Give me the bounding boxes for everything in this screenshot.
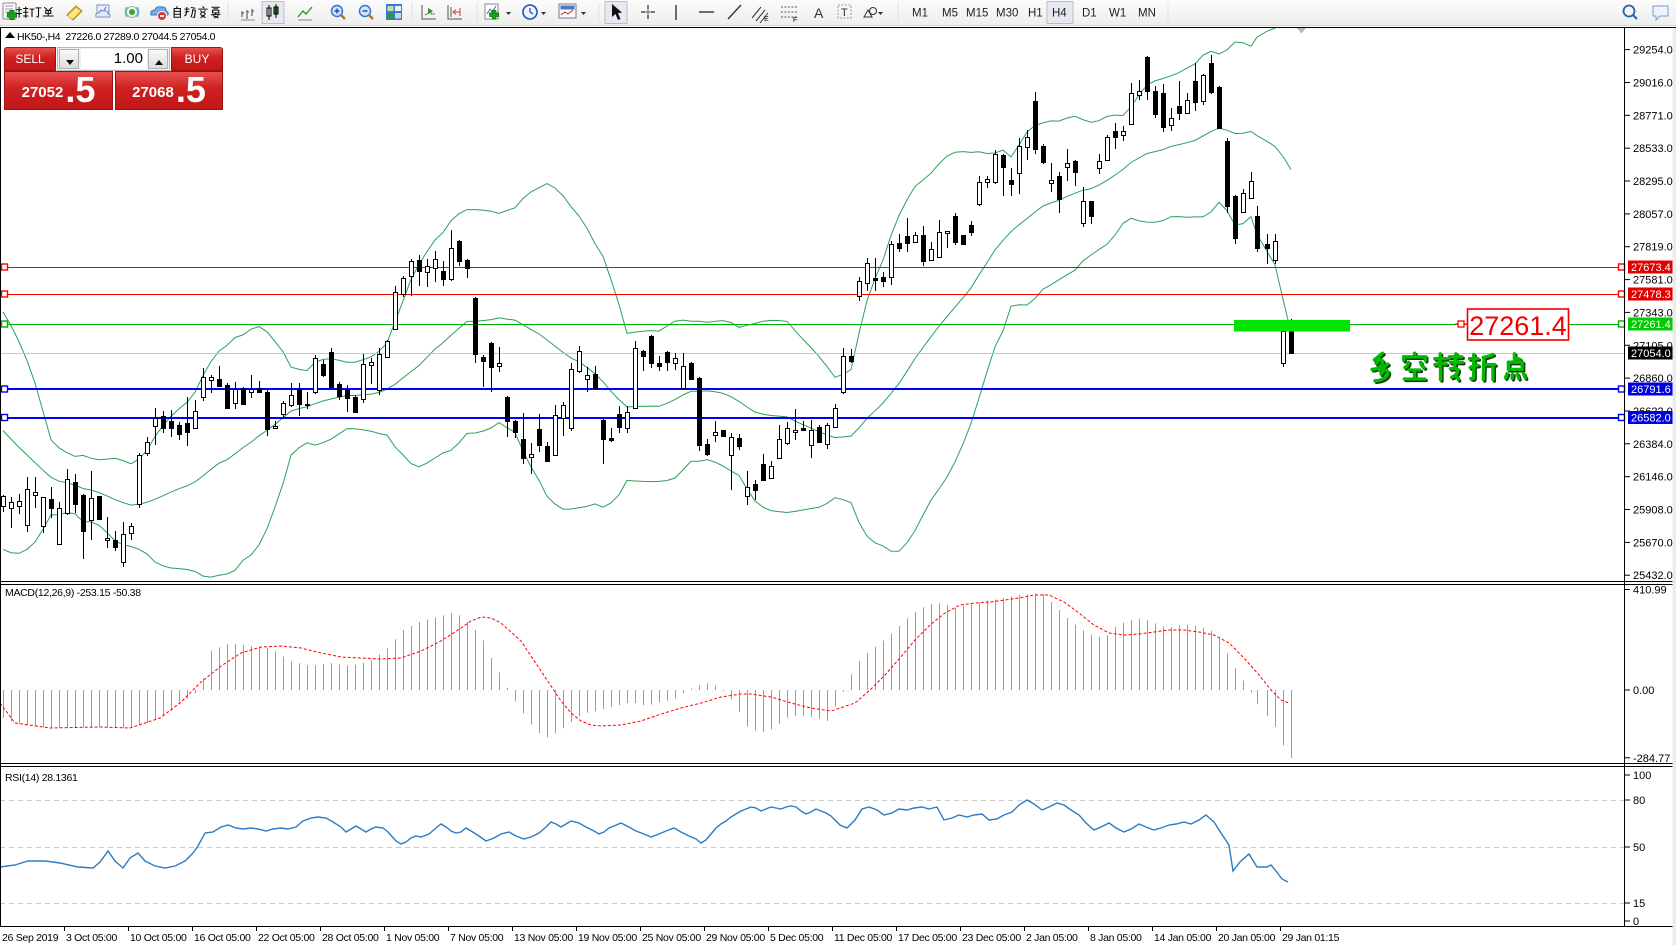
- svg-text:F: F: [793, 17, 797, 24]
- svg-text:28533.0: 28533.0: [1633, 143, 1673, 155]
- svg-text:28295.0: 28295.0: [1633, 176, 1673, 188]
- svg-text:E: E: [764, 16, 769, 23]
- svg-text:HK50-,H4 27226.0 27289.0 2704: HK50-,H4 27226.0 27289.0 27044.5 27054.0: [17, 31, 216, 43]
- svg-text:8 Jan 05:00: 8 Jan 05:00: [1090, 932, 1142, 944]
- svg-text:26582.0: 26582.0: [1631, 413, 1671, 425]
- svg-text:25670.0: 25670.0: [1633, 537, 1673, 549]
- svg-text:29254.0: 29254.0: [1633, 45, 1673, 57]
- svg-text:H1: H1: [1028, 8, 1043, 20]
- svg-text:29 Jan 01:15: 29 Jan 01:15: [1282, 932, 1340, 944]
- svg-text:80: 80: [1633, 795, 1645, 807]
- svg-text:26384.0: 26384.0: [1633, 439, 1673, 451]
- svg-text:27478.3: 27478.3: [1631, 289, 1671, 301]
- svg-text:7 Nov 05:00: 7 Nov 05:00: [450, 932, 504, 944]
- svg-text:13 Nov 05:00: 13 Nov 05:00: [514, 932, 573, 944]
- svg-text:27581.0: 27581.0: [1633, 275, 1673, 287]
- svg-text:T: T: [841, 7, 848, 19]
- svg-text:27673.4: 27673.4: [1631, 262, 1671, 274]
- svg-text:3 Oct 05:00: 3 Oct 05:00: [66, 932, 117, 944]
- svg-text:26791.6: 26791.6: [1631, 384, 1671, 396]
- svg-text:20 Jan 05:00: 20 Jan 05:00: [1218, 932, 1276, 944]
- svg-text:14 Jan 05:00: 14 Jan 05:00: [1154, 932, 1212, 944]
- svg-text:25 Nov 05:00: 25 Nov 05:00: [642, 932, 701, 944]
- svg-text:100: 100: [1633, 770, 1651, 782]
- svg-text:M30: M30: [996, 8, 1018, 20]
- svg-text:-284.77: -284.77: [1633, 753, 1670, 765]
- svg-text:25908.0: 25908.0: [1633, 505, 1673, 517]
- svg-text:MN: MN: [1138, 8, 1156, 20]
- svg-text:10 Oct 05:00: 10 Oct 05:00: [130, 932, 187, 944]
- svg-text:M5: M5: [942, 8, 958, 20]
- svg-text:M1: M1: [912, 8, 928, 20]
- svg-text:5 Dec 05:00: 5 Dec 05:00: [770, 932, 824, 944]
- svg-text:28057.0: 28057.0: [1633, 209, 1673, 221]
- svg-text:27054.0: 27054.0: [1631, 348, 1671, 360]
- svg-text:27261.4: 27261.4: [1631, 319, 1671, 331]
- svg-text:27261.4: 27261.4: [1469, 311, 1567, 341]
- svg-text:29 Nov 05:00: 29 Nov 05:00: [706, 932, 765, 944]
- svg-text:29016.0: 29016.0: [1633, 78, 1673, 90]
- svg-text:RSI(14) 28.1361: RSI(14) 28.1361: [5, 772, 78, 784]
- svg-text:25432.0: 25432.0: [1633, 570, 1673, 582]
- svg-text:0.00: 0.00: [1633, 685, 1654, 697]
- svg-text:W1: W1: [1109, 8, 1126, 20]
- svg-text:26860.0: 26860.0: [1633, 373, 1673, 385]
- svg-text:23 Dec 05:00: 23 Dec 05:00: [962, 932, 1021, 944]
- svg-text:H4: H4: [1052, 8, 1067, 20]
- svg-text:1 Nov 05:00: 1 Nov 05:00: [386, 932, 440, 944]
- svg-text:26146.0: 26146.0: [1633, 472, 1673, 484]
- svg-text:11 Dec 05:00: 11 Dec 05:00: [834, 932, 893, 944]
- svg-text:0: 0: [1633, 916, 1639, 928]
- svg-text:16 Oct 05:00: 16 Oct 05:00: [194, 932, 251, 944]
- svg-text:2 Jan 05:00: 2 Jan 05:00: [1026, 932, 1078, 944]
- svg-text:50: 50: [1633, 842, 1645, 854]
- svg-text:A: A: [814, 5, 824, 21]
- svg-text:26 Sep 2019: 26 Sep 2019: [2, 932, 59, 944]
- svg-text:M15: M15: [966, 8, 988, 20]
- svg-text:15: 15: [1633, 898, 1645, 910]
- svg-text:MACD(12,26,9) -253.15 -50.38: MACD(12,26,9) -253.15 -50.38: [5, 587, 141, 599]
- svg-text:27343.0: 27343.0: [1633, 307, 1673, 319]
- svg-text:28 Oct 05:00: 28 Oct 05:00: [322, 932, 379, 944]
- svg-text:22 Oct 05:00: 22 Oct 05:00: [258, 932, 315, 944]
- svg-text:D1: D1: [1082, 8, 1097, 20]
- svg-text:27819.0: 27819.0: [1633, 242, 1673, 254]
- svg-text:28771.0: 28771.0: [1633, 110, 1673, 122]
- svg-text:19 Nov 05:00: 19 Nov 05:00: [578, 932, 637, 944]
- svg-text:17 Dec 05:00: 17 Dec 05:00: [898, 932, 957, 944]
- svg-text:410.99: 410.99: [1633, 585, 1667, 597]
